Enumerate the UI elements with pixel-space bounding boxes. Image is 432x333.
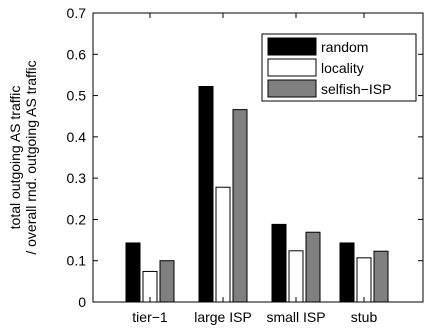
x-tick-label: stub <box>351 309 378 325</box>
y-tick-label: 0.7 <box>67 5 87 21</box>
y-tick-label: 0.3 <box>67 170 87 186</box>
bar-locality <box>215 186 231 303</box>
legend-swatch <box>267 37 317 56</box>
y-tick-label: 0.2 <box>67 211 87 227</box>
bar-selfish-isp <box>159 260 175 303</box>
y-tick-label: 0 <box>78 294 86 310</box>
y-tick-label: 0.1 <box>67 253 87 269</box>
bar-selfish-isp <box>373 250 389 303</box>
bar-random <box>125 242 141 303</box>
legend-label: locality <box>321 60 364 76</box>
bar-selfish-isp <box>232 109 248 303</box>
y-axis-label-line2: / overall rnd. outgoing AS traffic <box>23 60 39 254</box>
bar-random <box>339 242 355 303</box>
y-axis: 0 0.1 0.2 0.3 0.4 0.5 0.6 0.7 <box>67 5 423 310</box>
bars <box>125 85 389 303</box>
bar-locality <box>288 250 304 303</box>
legend: random locality selfish−ISP <box>261 33 417 102</box>
legend-swatch <box>267 58 317 77</box>
x-tick-label: tier−1 <box>132 309 168 325</box>
legend-swatch <box>267 79 317 98</box>
legend-label: random <box>321 39 368 55</box>
bar-selfish-isp <box>305 231 321 303</box>
x-tick-label: small ISP <box>266 309 325 325</box>
x-tick-label: large ISP <box>194 309 252 325</box>
bar-locality <box>356 257 372 303</box>
y-tick-label: 0.6 <box>67 46 87 62</box>
legend-label: selfish−ISP <box>321 81 391 97</box>
y-axis-label-line1: total outgoing AS traffic <box>7 86 23 230</box>
y-tick-label: 0.4 <box>67 129 87 145</box>
y-tick-label: 0.5 <box>67 88 87 104</box>
bar-random <box>271 223 287 303</box>
x-axis: tier−1 large ISP small ISP stub <box>132 13 377 325</box>
bar-random <box>198 85 214 303</box>
